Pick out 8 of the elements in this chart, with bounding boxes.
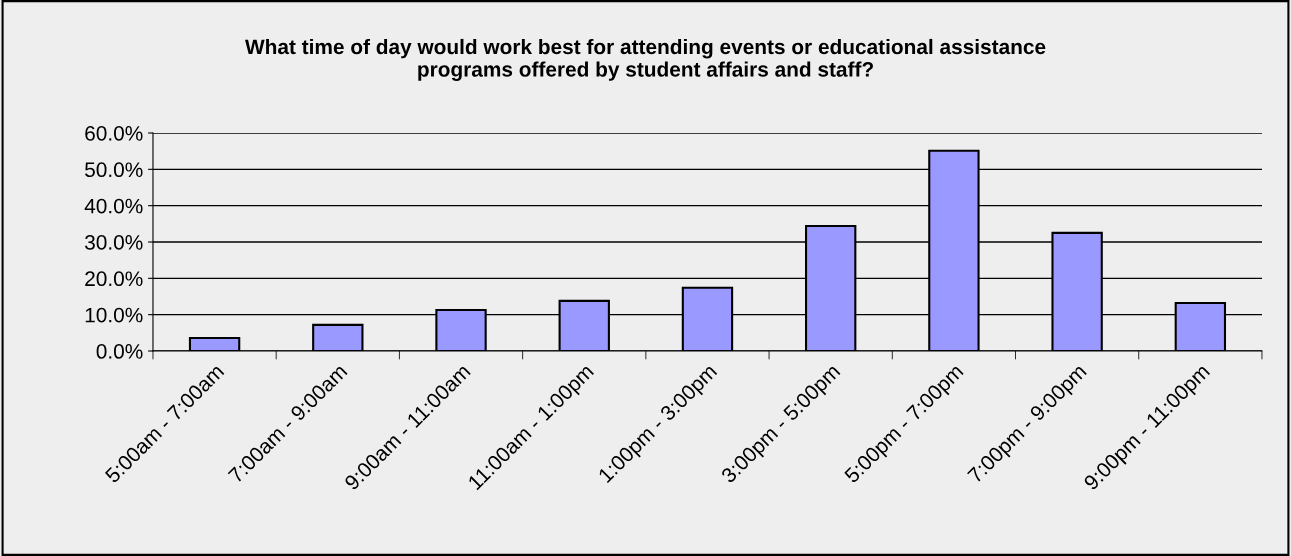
chart-title: What time of day would work best for attending events or educational assistance programs offered by student affairs and staff? xyxy=(245,38,1046,81)
y-tick-label: 20.0% xyxy=(85,271,143,287)
y-tick-label: 40.0% xyxy=(84,198,143,214)
y-tick-label: 0.0% xyxy=(96,344,143,359)
y-tick-label: 50.0% xyxy=(85,162,143,178)
y-tick-label: 10.0% xyxy=(85,307,143,323)
y-tick-label: 30.0% xyxy=(84,235,143,250)
y-tick-label: 60.0% xyxy=(85,126,143,141)
